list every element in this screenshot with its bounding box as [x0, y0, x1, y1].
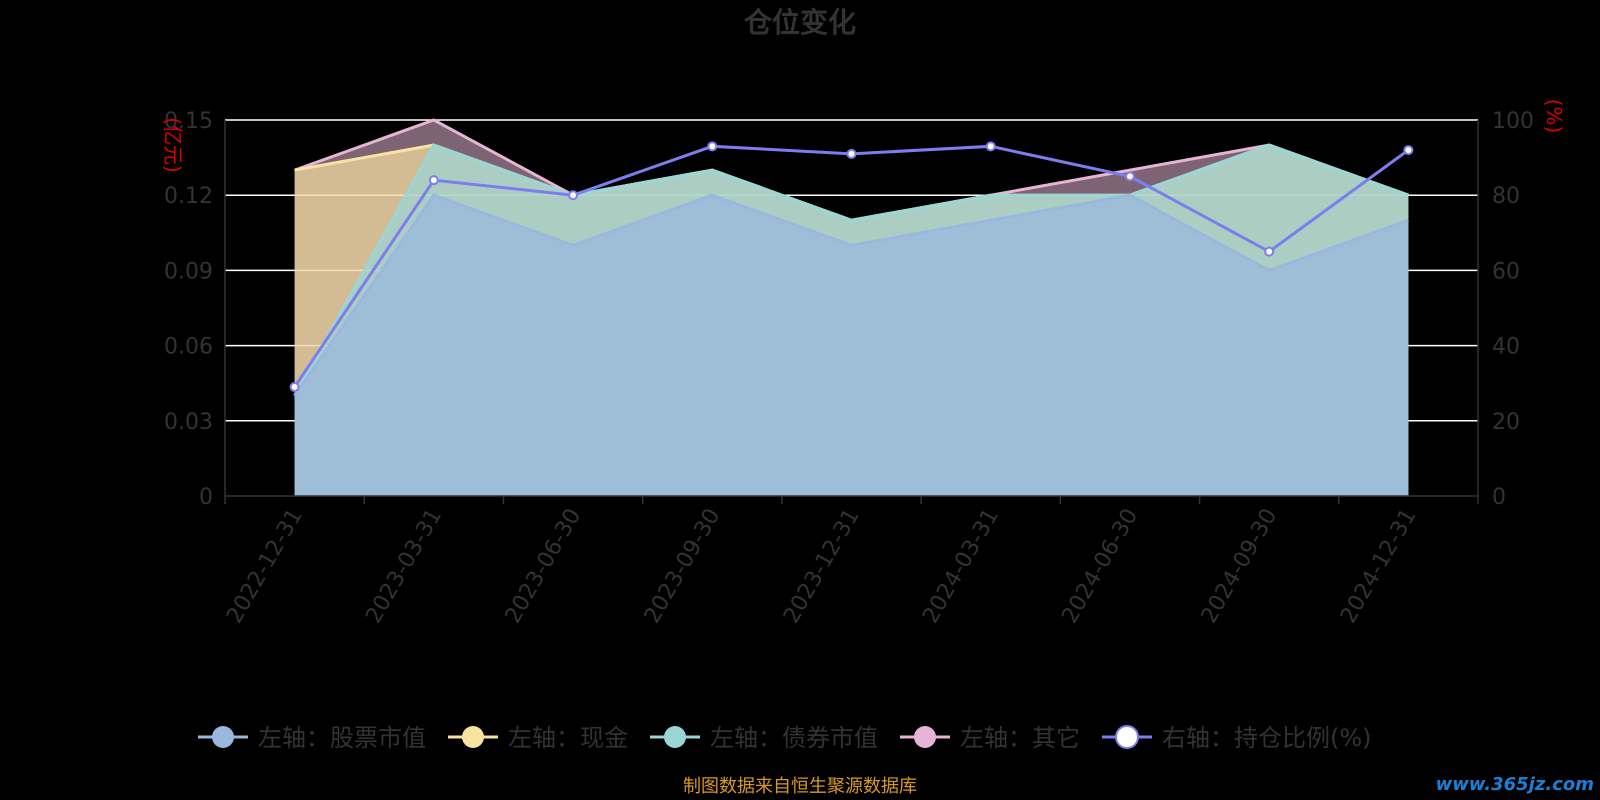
ratio-point [568, 190, 579, 201]
legend: 左轴：股票市值 左轴：现金 左轴：债券市值 左轴：其它 右轴：持仓比例(%) [198, 724, 1372, 752]
legend-swatch-marker [1115, 725, 1139, 749]
legend-label: 左轴：股票市值 [258, 724, 426, 752]
x-tick-label: 2023-03-31 [361, 505, 447, 628]
legend-label: 左轴：其它 [960, 724, 1080, 752]
ratio-point [707, 141, 718, 152]
ratio-point [428, 175, 439, 186]
right-tick-label: 60 [1492, 259, 1520, 284]
ratio-point [846, 148, 857, 159]
legend-item: 左轴：其它 [900, 724, 1080, 752]
ratio-line-series [289, 141, 1414, 392]
legend-item: 右轴：持仓比例(%) [1102, 724, 1372, 752]
area-line-0 [293, 193, 1409, 397]
area-line-2 [293, 143, 1409, 397]
source-note: 制图数据来自恒生聚源数据库 [683, 776, 917, 797]
x-tick-label: 2024-09-30 [1197, 505, 1283, 628]
legend-label: 左轴：债券市值 [710, 724, 878, 752]
right-axis-unit: (%) [1542, 99, 1566, 134]
x-tick-label: 2024-03-31 [918, 505, 1004, 628]
area-0 [294, 195, 1409, 496]
watermark: www.365jz.com [1436, 774, 1594, 795]
right-tick-label: 100 [1492, 109, 1534, 134]
chart-title: 仓位变化 [744, 6, 856, 39]
ratio-point [985, 141, 996, 152]
ratio-point [1124, 171, 1135, 182]
legend-label: 左轴：现金 [508, 724, 628, 752]
x-tick-label: 2022-12-31 [222, 505, 308, 628]
left-tick-label: 0.03 [164, 410, 213, 435]
right-tick-label: 80 [1492, 184, 1520, 209]
right-tick-label: 0 [1492, 485, 1506, 510]
x-tick-label: 2024-06-30 [1058, 505, 1144, 628]
area-series [293, 118, 1409, 497]
left-tick-label: 0.09 [164, 259, 213, 284]
x-tick-label: 2023-06-30 [501, 505, 587, 628]
right-tick-label: 20 [1492, 410, 1520, 435]
x-tick-label: 2024-12-31 [1336, 505, 1422, 628]
ratio-point [1403, 145, 1414, 156]
legend-swatch-marker [212, 726, 234, 748]
legend-swatch-marker [664, 726, 686, 748]
left-tick-label: 0.12 [164, 184, 213, 209]
x-tick-label: 2023-09-30 [640, 505, 726, 628]
left-axis-unit: (亿元) [161, 117, 185, 173]
left-tick-label: 0 [199, 485, 213, 510]
x-tick-label: 2023-12-31 [779, 505, 865, 628]
ratio-point [289, 381, 300, 392]
legend-item: 左轴：股票市值 [198, 724, 426, 752]
ratio-point [1264, 246, 1275, 257]
legend-item: 左轴：现金 [448, 724, 628, 752]
legend-swatch-marker [462, 726, 484, 748]
left-tick-label: 0.06 [164, 335, 213, 360]
left-tick-label: 0.15 [164, 109, 213, 134]
right-tick-label: 40 [1492, 335, 1520, 360]
legend-label: 右轴：持仓比例(%) [1162, 724, 1372, 752]
legend-item: 左轴：债券市值 [650, 724, 878, 752]
legend-swatch-marker [914, 726, 936, 748]
